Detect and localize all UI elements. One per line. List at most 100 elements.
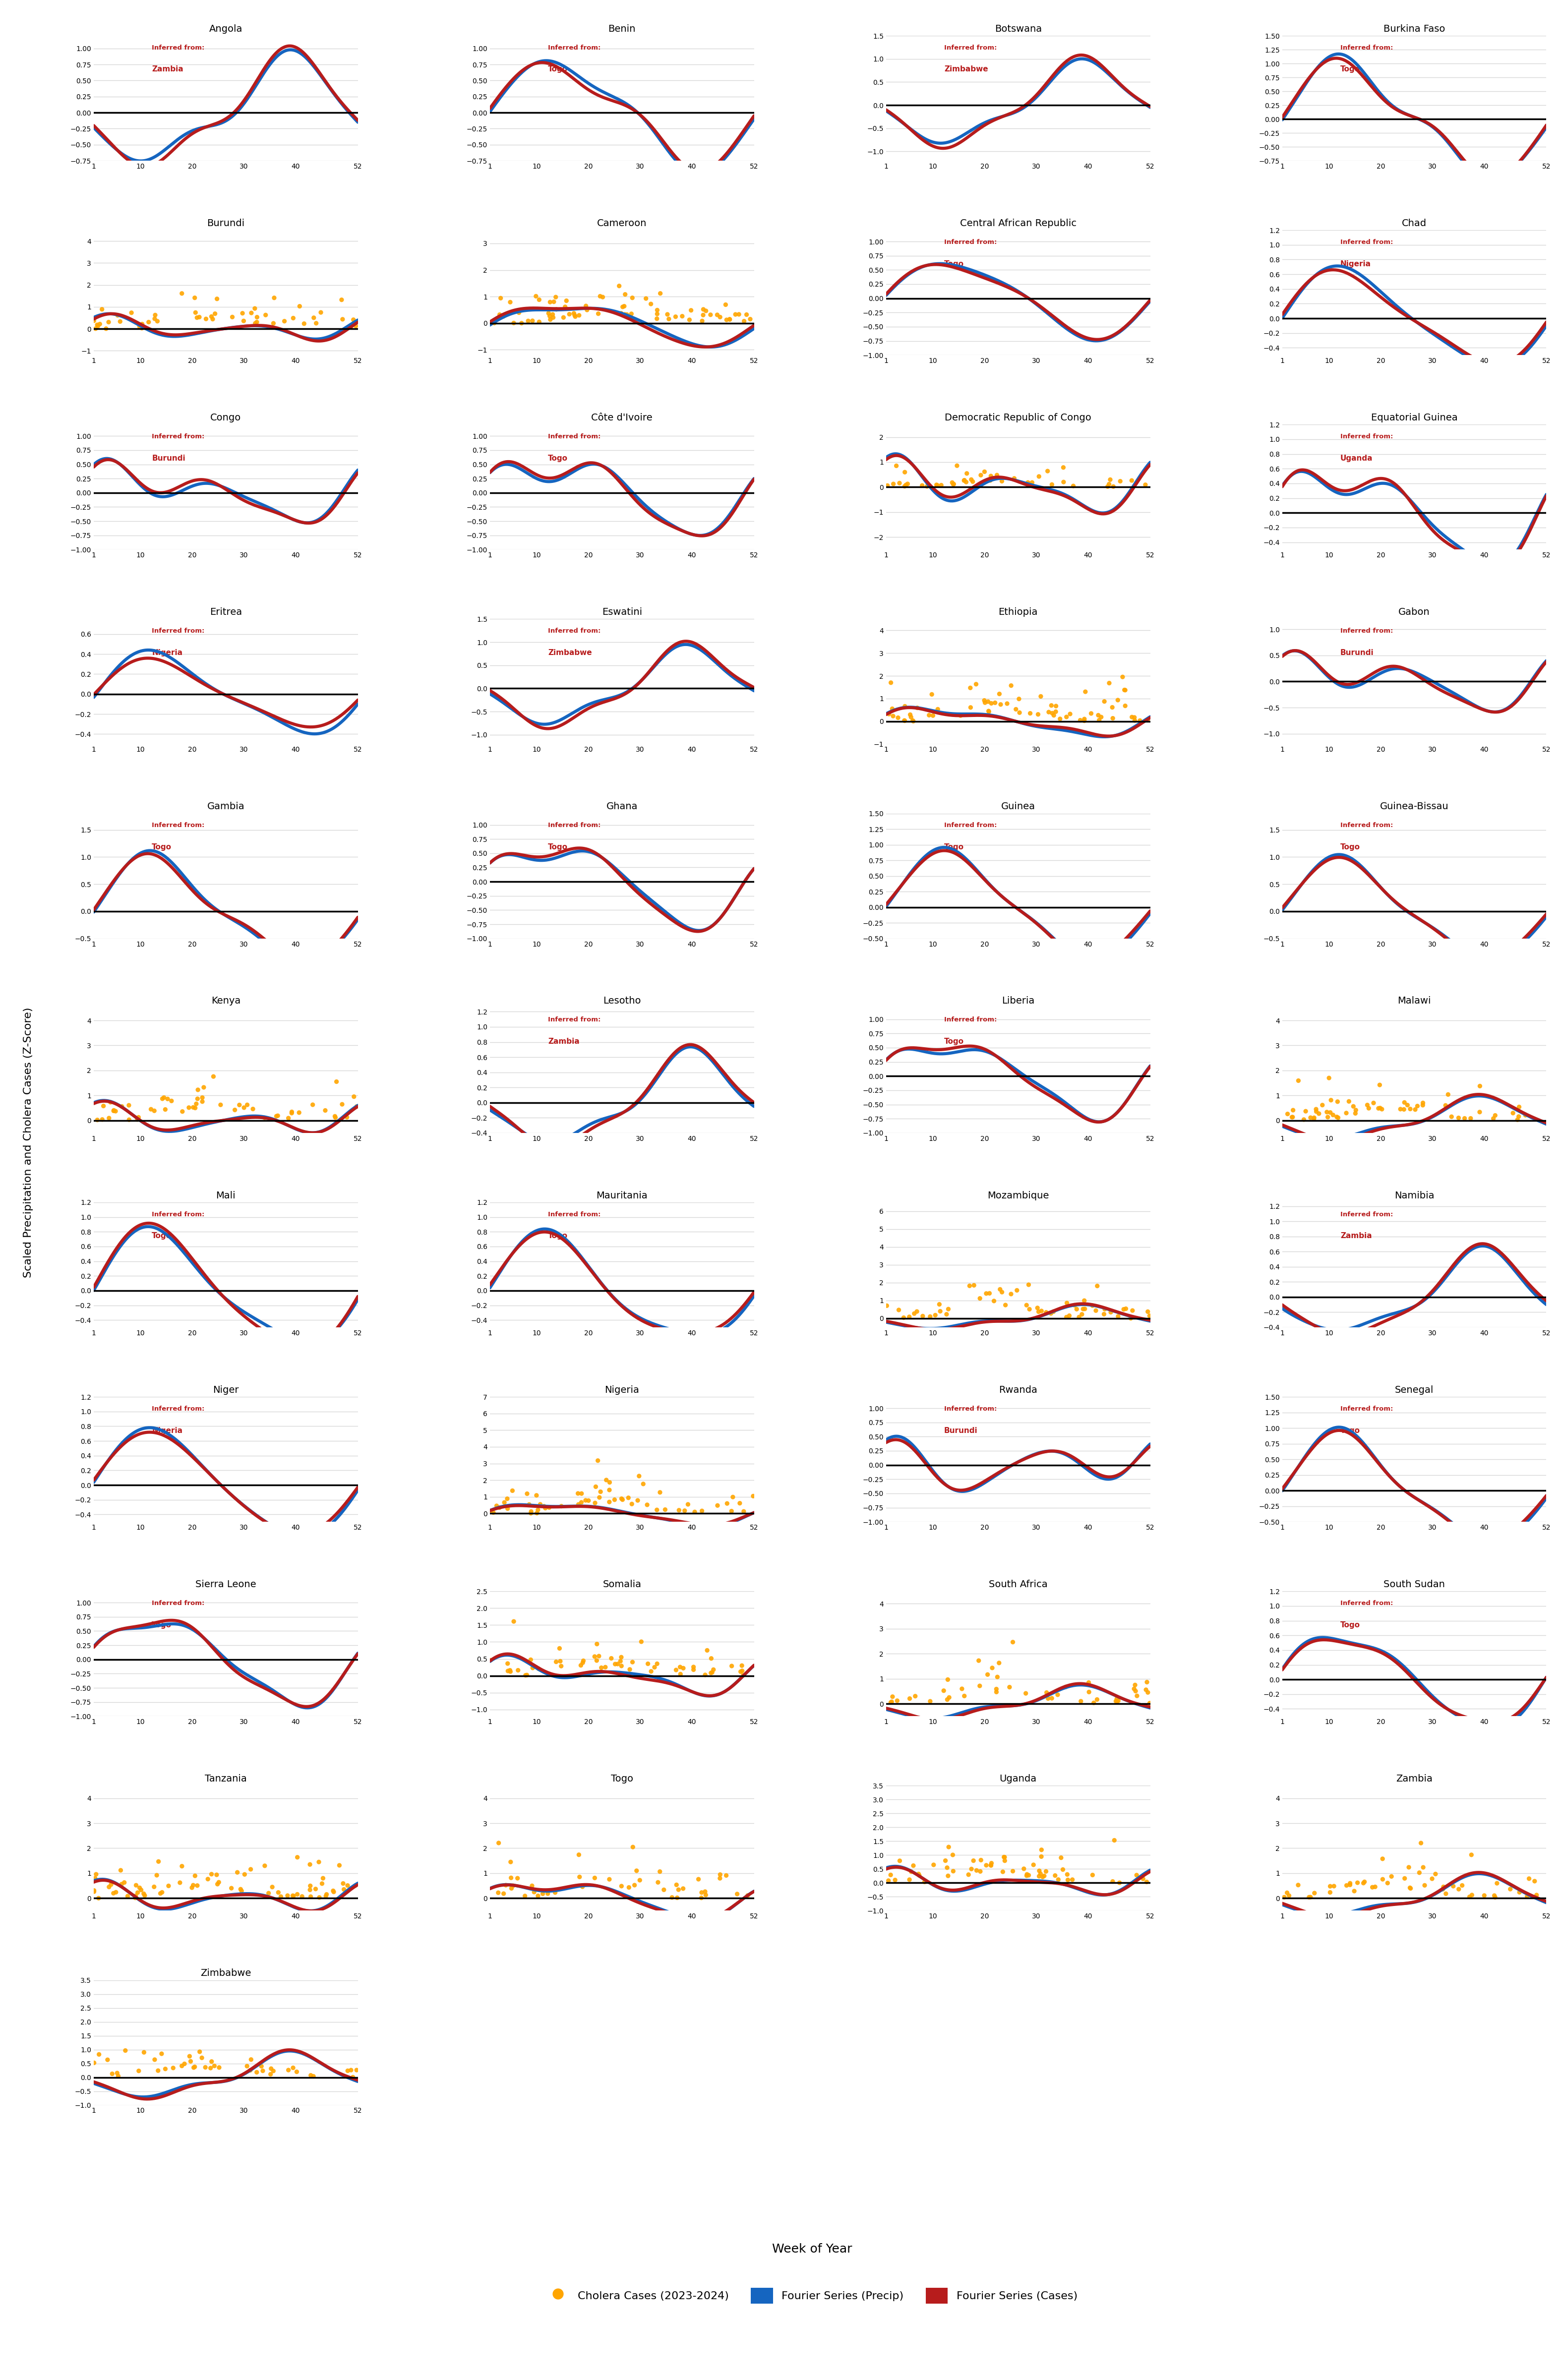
Point <box>731 1492 756 1530</box>
Point <box>86 1880 111 1918</box>
Point <box>1398 1090 1423 1128</box>
Point <box>300 1085 325 1123</box>
Point <box>239 1849 264 1887</box>
Point <box>512 1656 537 1695</box>
Point <box>1345 1864 1370 1902</box>
Point <box>112 2033 137 2071</box>
Point <box>879 690 904 728</box>
Point <box>917 695 942 733</box>
Point <box>893 466 918 505</box>
Text: Burundi: Burundi <box>1340 650 1375 657</box>
Point <box>1343 1090 1368 1128</box>
Point <box>298 1866 323 1904</box>
Point <box>901 1295 926 1333</box>
Point <box>1062 1285 1087 1323</box>
Point <box>918 1683 943 1721</box>
Point <box>334 1097 359 1135</box>
Point <box>280 1092 305 1130</box>
Point <box>686 1861 711 1899</box>
Point <box>1079 695 1104 733</box>
Point <box>1367 1066 1392 1104</box>
Point <box>1089 697 1114 735</box>
Title: Ghana: Ghana <box>606 802 637 812</box>
Point <box>1321 1866 1346 1904</box>
Point <box>936 1290 961 1328</box>
Point <box>903 1678 928 1716</box>
Point <box>892 702 917 740</box>
Point <box>336 1866 361 1904</box>
Point <box>670 1649 695 1687</box>
Point <box>91 1088 116 1126</box>
Point <box>587 1473 612 1511</box>
Point <box>1432 1085 1457 1123</box>
Point <box>1054 697 1079 735</box>
Point <box>520 1649 545 1687</box>
Point <box>1072 1280 1097 1319</box>
Point <box>1136 702 1161 740</box>
Point <box>617 1649 642 1687</box>
Point <box>87 305 112 343</box>
Point <box>1275 1095 1300 1133</box>
Point <box>603 1645 628 1683</box>
Point <box>123 1866 148 1904</box>
Point <box>567 295 592 333</box>
Title: Congo: Congo <box>211 414 241 421</box>
Point <box>608 1642 633 1680</box>
Point <box>241 1090 266 1128</box>
Point <box>1279 1097 1304 1135</box>
Point <box>895 464 920 502</box>
Point <box>301 2056 326 2094</box>
Point <box>884 1683 909 1721</box>
Point <box>639 1652 664 1690</box>
Point <box>1007 693 1032 731</box>
Point <box>958 669 982 707</box>
Point <box>968 457 993 495</box>
Point <box>478 1492 503 1530</box>
Point <box>1032 1856 1057 1894</box>
Text: Nigeria: Nigeria <box>152 1428 183 1435</box>
Point <box>555 281 580 319</box>
Point <box>341 2059 366 2097</box>
Point <box>1026 1292 1051 1330</box>
Point <box>1067 1297 1092 1335</box>
Point <box>678 290 703 328</box>
Point <box>548 1488 573 1526</box>
Point <box>634 278 659 317</box>
Point <box>714 286 739 324</box>
Point <box>976 693 1001 731</box>
Point <box>1271 1878 1296 1916</box>
Title: Mozambique: Mozambique <box>987 1190 1050 1200</box>
Point <box>1514 1097 1539 1135</box>
Point <box>1122 697 1147 735</box>
Point <box>97 1868 122 1906</box>
Point <box>1342 1873 1367 1911</box>
Point <box>1079 1288 1104 1326</box>
Point <box>344 2052 369 2090</box>
Point <box>292 305 317 343</box>
Point <box>617 1868 642 1906</box>
Point <box>961 462 986 500</box>
Point <box>604 1645 629 1683</box>
Point <box>708 1859 733 1897</box>
Point <box>284 2054 309 2092</box>
Point <box>692 1873 717 1911</box>
Point <box>184 1085 209 1123</box>
Point <box>898 697 923 735</box>
Point <box>184 298 209 336</box>
Point <box>133 1875 158 1914</box>
Point <box>540 295 565 333</box>
Point <box>486 1873 511 1911</box>
Point <box>1051 447 1076 486</box>
Point <box>269 1878 294 1916</box>
Point <box>1275 1873 1300 1911</box>
Point <box>258 2056 283 2094</box>
Point <box>497 1652 522 1690</box>
Point <box>665 1871 690 1909</box>
Point <box>1325 1097 1350 1135</box>
Text: Inferred from:: Inferred from: <box>1340 433 1393 440</box>
Point <box>1000 1623 1025 1661</box>
Point <box>645 1864 670 1902</box>
Title: Rwanda: Rwanda <box>998 1385 1037 1395</box>
Point <box>1026 1856 1051 1894</box>
Text: Inferred from:: Inferred from: <box>548 433 601 440</box>
